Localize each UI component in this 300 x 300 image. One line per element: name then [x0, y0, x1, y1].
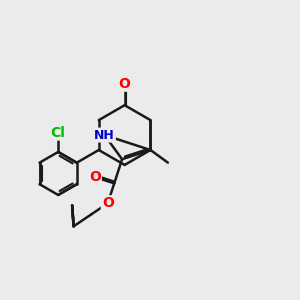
Text: Cl: Cl [51, 125, 66, 140]
Text: O: O [102, 196, 114, 210]
Text: O: O [89, 170, 101, 184]
Text: O: O [119, 77, 130, 91]
Text: NH: NH [94, 129, 115, 142]
